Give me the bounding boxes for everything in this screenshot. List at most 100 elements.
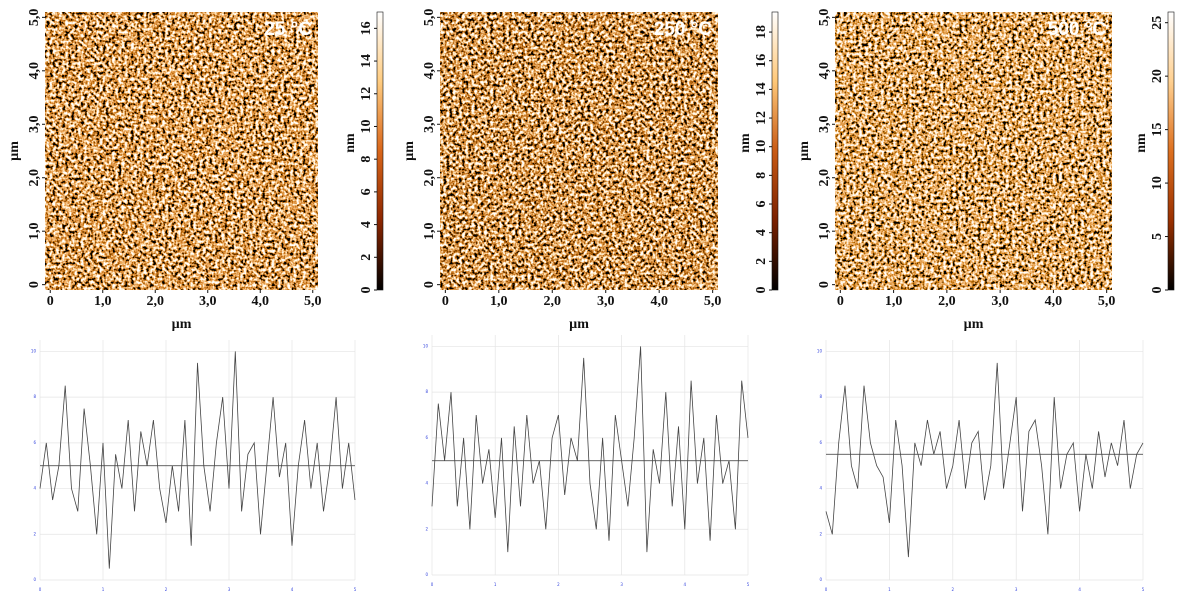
colorbar xyxy=(1167,11,1175,291)
x-tick-label: 0 xyxy=(825,587,828,592)
y-tick-label: 0 xyxy=(27,281,42,288)
x-tick-label: 4 xyxy=(684,582,687,587)
y-tick-label: 1,0 xyxy=(27,222,42,240)
y-tick-label: 4 xyxy=(33,486,36,491)
x-tick-label: 5,0 xyxy=(704,294,722,309)
y-tick-label: 4 xyxy=(819,486,822,491)
afm-image xyxy=(45,12,318,290)
afm-image xyxy=(835,12,1112,290)
y-tick-label: 0 xyxy=(817,281,832,288)
colorbar-tick-label: 10 xyxy=(359,119,374,133)
colorbar-tick-label: 6 xyxy=(359,188,374,195)
y-axis-label: µm xyxy=(7,141,22,161)
colorbar-tick-label: 0 xyxy=(359,287,374,294)
y-tick-label: 4,0 xyxy=(422,62,437,80)
y-tick-label: 8 xyxy=(33,394,36,399)
x-tick-label: 4,0 xyxy=(252,294,270,309)
x-tick-label: 5,0 xyxy=(304,294,322,309)
y-tick-label: 2,0 xyxy=(817,169,832,187)
x-tick-label: 4,0 xyxy=(1045,294,1063,309)
colorbar-tick-label: 18 xyxy=(754,25,769,39)
y-tick-label: 3,0 xyxy=(27,116,42,133)
colorbar-label: nm xyxy=(343,133,358,153)
y-tick-label: 2 xyxy=(33,531,36,536)
x-tick-label: 3,0 xyxy=(199,294,217,309)
colorbar-tick-label: 4 xyxy=(754,229,769,236)
y-tick-label: 6 xyxy=(33,440,36,445)
colorbar-tick-label: 0 xyxy=(1150,287,1165,294)
panel-label: 500 °C xyxy=(1048,19,1107,40)
colorbar-tick-label: 25 xyxy=(1150,16,1165,30)
colorbar-tick-label: 0 xyxy=(754,287,769,294)
x-tick-label: 3,0 xyxy=(991,294,1009,309)
colorbar-tick-label: 16 xyxy=(359,21,374,35)
x-tick-label: 2,0 xyxy=(544,294,562,309)
colorbar-label: nm xyxy=(738,133,753,153)
x-tick-label: 2,0 xyxy=(938,294,956,309)
y-tick-label: 6 xyxy=(425,435,428,440)
colorbar-tick-label: 10 xyxy=(754,140,769,154)
x-tick-label: 4 xyxy=(1078,587,1081,592)
x-tick-label: 3 xyxy=(228,587,231,592)
profile-line xyxy=(39,351,356,569)
colorbar-tick-label: 12 xyxy=(359,87,374,101)
colorbar xyxy=(376,11,384,291)
y-tick-label: 6 xyxy=(819,440,822,445)
x-tick-label: 3 xyxy=(1015,587,1018,592)
x-tick-label: 0 xyxy=(442,294,449,309)
x-tick-label: 2 xyxy=(557,582,560,587)
y-tick-label: 8 xyxy=(425,389,428,394)
profile-line xyxy=(825,362,1144,558)
colorbar xyxy=(771,11,779,291)
y-tick-label: 4 xyxy=(425,481,428,486)
x-tick-label: 1,0 xyxy=(490,294,508,309)
y-tick-label: 5,0 xyxy=(817,9,832,27)
x-tick-label: 4 xyxy=(291,587,294,592)
colorbar-label: nm xyxy=(1134,133,1149,153)
y-tick-label: 2,0 xyxy=(422,169,437,187)
y-tick-label: 3,0 xyxy=(817,116,832,133)
x-tick-label: 5 xyxy=(747,582,750,587)
colorbar-tick-label: 14 xyxy=(359,54,374,68)
y-tick-label: 10 xyxy=(31,348,37,353)
afm-image xyxy=(440,12,718,290)
colorbar-tick-label: 2 xyxy=(359,254,374,261)
x-tick-label: 5 xyxy=(354,587,357,592)
panel-label: 25 °C xyxy=(264,19,312,40)
y-axis-label: µm xyxy=(402,141,417,161)
y-tick-label: 10 xyxy=(817,348,823,353)
panel-label: 250 °C xyxy=(654,19,713,40)
y-tick-label: 1,0 xyxy=(817,222,832,240)
colorbar-tick-label: 15 xyxy=(1150,123,1165,137)
x-tick-label: 1 xyxy=(494,582,497,587)
y-tick-label: 2,0 xyxy=(27,169,42,187)
colorbar-tick-label: 12 xyxy=(754,111,769,125)
x-tick-label: 2,0 xyxy=(147,294,165,309)
x-tick-label: 4,0 xyxy=(650,294,668,309)
colorbar-tick-label: 16 xyxy=(754,54,769,68)
x-tick-label: 1 xyxy=(888,587,891,592)
y-tick-label: 4,0 xyxy=(27,62,42,80)
colorbar-tick-label: 8 xyxy=(754,172,769,179)
y-tick-label: 3,0 xyxy=(422,116,437,133)
x-tick-label: 1,0 xyxy=(94,294,112,309)
y-tick-label: 0 xyxy=(819,577,822,582)
x-tick-label: 3,0 xyxy=(597,294,615,309)
y-tick-label: 2 xyxy=(425,526,428,531)
y-tick-label: 0 xyxy=(33,577,36,582)
x-tick-label: 5,0 xyxy=(1098,294,1116,309)
y-tick-label: 8 xyxy=(819,394,822,399)
colorbar-tick-label: 14 xyxy=(754,82,769,96)
x-tick-label: 1,0 xyxy=(885,294,903,309)
colorbar-tick-label: 2 xyxy=(754,258,769,265)
x-tick-label: 0 xyxy=(39,587,42,592)
y-tick-label: 2 xyxy=(819,531,822,536)
x-tick-label: 1 xyxy=(102,587,105,592)
colorbar-tick-label: 20 xyxy=(1150,69,1165,83)
x-axis-label: µm xyxy=(569,317,589,332)
x-axis-label: µm xyxy=(964,317,984,332)
colorbar-tick-label: 6 xyxy=(754,201,769,208)
profile-line xyxy=(431,346,749,553)
x-tick-label: 0 xyxy=(47,294,54,309)
